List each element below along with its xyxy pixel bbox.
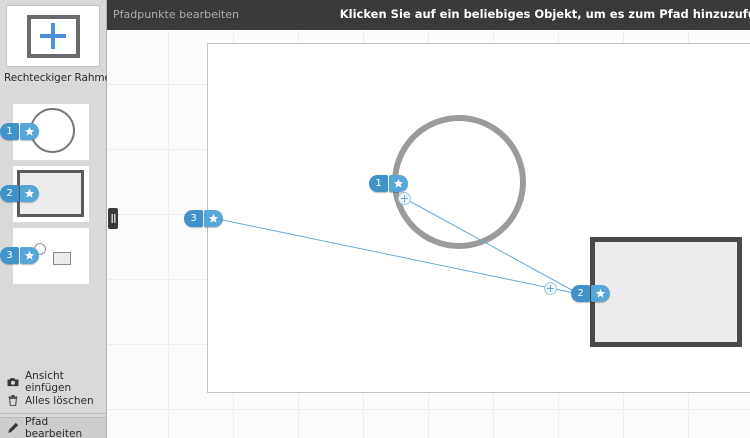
star-icon[interactable] (204, 210, 223, 227)
star-icon[interactable] (20, 247, 39, 264)
path-point-number-1: 1 (369, 175, 388, 192)
mini-rectangle-preview (53, 252, 71, 265)
thumbnail-badge-number-1: 1 (0, 123, 19, 140)
thumbnail-badge-3[interactable]: 3 (0, 247, 39, 264)
add-point-handle-1[interactable] (398, 192, 411, 205)
panel-splitter-handle[interactable] (108, 208, 118, 229)
menu-item-delete-all-label: Alles löschen (25, 394, 94, 407)
menu-item-insert-view[interactable]: Ansicht einfügen (0, 369, 106, 394)
path-point-number-3: 3 (184, 210, 203, 227)
thumbnail-badge-2[interactable]: 2 (0, 185, 39, 202)
canvas-shape-rectangle[interactable] (590, 237, 742, 347)
menu-item-insert-view-label: Ansicht einfügen (25, 369, 72, 394)
star-icon[interactable] (591, 285, 610, 302)
frame-tool-label: Rechteckiger Rahmen (4, 72, 118, 84)
thumbnail-badge-number-3: 3 (0, 247, 19, 264)
top-toolbar: Pfadpunkte bearbeiten Klicken Sie auf ei… (107, 0, 750, 30)
thumbnail-badge-1[interactable]: 1 (0, 123, 39, 140)
star-icon[interactable] (20, 123, 39, 140)
plus-icon (7, 6, 99, 66)
camera-icon (7, 377, 19, 387)
path-point-badge-1[interactable]: 1 (369, 175, 408, 192)
toolbar-mode-title: Pfadpunkte bearbeiten (113, 8, 239, 21)
path-point-badge-3[interactable]: 3 (184, 210, 223, 227)
view-thumbnail-1[interactable] (13, 104, 89, 160)
path-point-badge-2[interactable]: 2 (571, 285, 610, 302)
add-point-handle-2[interactable] (544, 282, 557, 295)
menu-item-edit-path[interactable]: Pfad bearbeiten (0, 416, 106, 438)
path-point-number-2: 2 (571, 285, 590, 302)
frame-tool-thumbnail[interactable] (6, 5, 100, 67)
pencil-icon (7, 422, 19, 434)
trash-icon (7, 395, 19, 406)
menu-divider (0, 413, 106, 414)
star-icon[interactable] (20, 185, 39, 202)
canvas-shape-circle[interactable] (392, 115, 526, 249)
menu-item-edit-path-label: Pfad bearbeiten (25, 416, 83, 438)
sidebar-menu: Ansicht einfügen Alles löschen (0, 369, 106, 438)
menu-item-delete-all[interactable]: Alles löschen (0, 391, 106, 410)
star-icon[interactable] (389, 175, 408, 192)
canvas-area[interactable]: 1 2 3 (107, 30, 750, 438)
toolbar-hint-message: Klicken Sie auf ein beliebiges Objekt, u… (339, 7, 750, 21)
frame-tool-selector[interactable]: Rechteckiger Rahmen (4, 71, 128, 85)
rectangular-frame-preview (27, 15, 80, 58)
left-sidebar: Rechteckiger Rahmen 1 2 (0, 0, 128, 438)
thumbnail-badge-number-2: 2 (0, 185, 19, 202)
view-thumbnail-2[interactable] (13, 166, 89, 222)
